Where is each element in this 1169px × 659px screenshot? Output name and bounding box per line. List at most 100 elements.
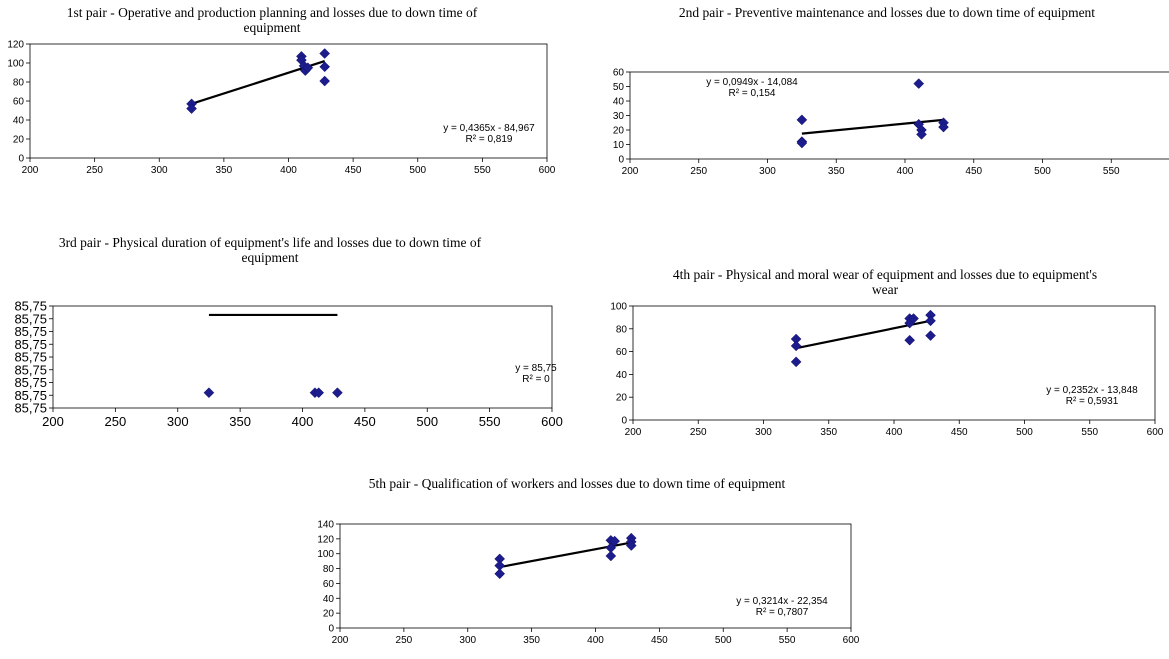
chart-3-plot-area	[52, 305, 553, 409]
chart-3-svg: 3rd pair - Physical duration of equipmen…	[14, 235, 563, 429]
chart-2-data-point	[913, 78, 925, 89]
chart-5-x-tick-label: 400	[587, 635, 604, 646]
chart-2-data-point	[938, 121, 949, 133]
chart-1-x-tick-label: 450	[345, 165, 362, 176]
chart-1-x-tick-label: 500	[409, 165, 426, 176]
chart-5-r-squared: R² = 0,7807	[756, 607, 809, 618]
chart-1-data-point	[319, 61, 331, 73]
chart-2-data-point	[796, 137, 808, 149]
chart-3-r-squared: R² = 0	[522, 374, 550, 385]
chart-5-y-tick-label: 40	[323, 594, 335, 605]
chart-3-data-point	[203, 387, 215, 399]
chart-5-y-tick-label: 0	[328, 624, 334, 635]
chart-5-x-tick-label: 300	[459, 635, 476, 646]
chart-2-title-line: 2nd pair - Preventive maintenance and lo…	[679, 5, 1095, 20]
chart-5-y-tick-label: 140	[317, 520, 334, 531]
chart-5-y-tick-label: 100	[317, 549, 334, 560]
chart-1-x-tick-label: 550	[474, 165, 491, 176]
chart-2-x-tick-label: 400	[897, 166, 914, 177]
chart-2-svg: 2nd pair - Preventive maintenance and lo…	[613, 5, 1169, 177]
chart-2-y-tick-label: 30	[613, 111, 625, 122]
chart-3-x-tick-label: 550	[479, 414, 501, 429]
chart-5-x-tick-label: 550	[779, 635, 796, 646]
chart-1-x-tick-label: 600	[539, 165, 556, 176]
chart-2-y-tick-label: 20	[613, 126, 625, 137]
chart-5-data-point	[625, 540, 637, 551]
chart-3-y-tick-label: 85,75	[14, 311, 47, 326]
chart-4-data-point	[925, 315, 936, 327]
chart-1-title-line: equipment	[244, 20, 301, 35]
chart-5-title-line: 5th pair - Qualification of workers and …	[369, 476, 786, 491]
chart-4-y-tick-label: 20	[616, 393, 628, 404]
chart-2-x-tick-label: 450	[965, 166, 982, 177]
chart-4-y-tick-label: 100	[610, 302, 627, 313]
chart-4-y-tick-label: 40	[616, 370, 628, 381]
chart-3-x-tick-label: 500	[416, 414, 438, 429]
chart-4-plot-area	[632, 305, 1156, 421]
chart-4-x-tick-label: 350	[820, 427, 837, 438]
chart-2-y-tick-label: 50	[613, 82, 625, 93]
chart-2-x-tick-label: 250	[690, 166, 707, 177]
chart-2-plot-area	[629, 71, 1169, 160]
chart-2-y-tick-label: 0	[618, 155, 624, 166]
chart-2-x-tick-label: 300	[759, 166, 776, 177]
chart-5-x-tick-label: 500	[715, 635, 732, 646]
chart-2-r-squared: R² = 0,154	[729, 88, 776, 99]
chart-5-data-point	[605, 550, 617, 562]
chart-1-data-point	[319, 48, 331, 59]
chart-3-x-tick-label: 450	[354, 414, 376, 429]
chart-2-data-point	[916, 128, 927, 140]
chart-2-y-tick-label: 60	[613, 68, 625, 79]
chart-4-trend-equation: y = 0,2352x - 13,848	[1046, 385, 1138, 396]
chart-4-data-point	[904, 334, 916, 346]
chart-3-y-tick-label: 85,75	[14, 337, 47, 352]
chart-1-y-tick-label: 100	[7, 59, 24, 70]
chart-4-x-tick-label: 500	[1016, 427, 1033, 438]
chart-5-y-tick-label: 120	[317, 534, 334, 545]
chart-5-x-tick-label: 600	[843, 635, 860, 646]
chart-1-r-squared: R² = 0,819	[466, 134, 513, 145]
chart-1-x-tick-label: 300	[151, 165, 168, 176]
chart-4-x-tick-label: 550	[1081, 427, 1098, 438]
chart-3-y-tick-label: 85,75	[14, 388, 47, 403]
chart-2-y-tick-label: 40	[613, 97, 625, 108]
chart-3-y-tick-label: 85,75	[14, 375, 47, 390]
chart-1-x-tick-label: 400	[280, 165, 297, 176]
chart-5-x-tick-label: 200	[332, 635, 349, 646]
chart-1-data-point	[186, 103, 197, 114]
chart-5-y-tick-label: 60	[323, 579, 335, 590]
chart-3-x-tick-label: 600	[541, 414, 563, 429]
chart-1-x-tick-label: 200	[22, 165, 39, 176]
chart-2-x-tick-label: 350	[828, 166, 845, 177]
chart-3-x-tick-label: 200	[42, 414, 64, 429]
chart-3-x-tick-label: 400	[292, 414, 314, 429]
chart-5-x-tick-label: 450	[651, 635, 668, 646]
chart-4-x-tick-label: 300	[755, 427, 772, 438]
chart-3-trend-equation: y = 85,75	[515, 363, 557, 374]
chart-5-plot-area	[339, 523, 852, 629]
chart-1-y-tick-label: 120	[7, 40, 24, 51]
chart-3-data-point	[332, 387, 343, 399]
chart-4-y-tick-label: 80	[616, 324, 628, 335]
chart-5-svg: 5th pair - Qualification of workers and …	[317, 476, 860, 646]
chart-4: 4th pair - Physical and moral wear of eq…	[595, 262, 1169, 447]
chart-3-data-point	[313, 387, 325, 399]
chart-5: 5th pair - Qualification of workers and …	[305, 474, 895, 659]
chart-2-x-tick-label: 200	[622, 166, 639, 177]
chart-3-x-tick-label: 300	[167, 414, 189, 429]
chart-1-y-tick-label: 60	[13, 97, 25, 108]
chart-2-x-tick-label: 500	[1034, 166, 1051, 177]
chart-1-y-tick-label: 80	[13, 78, 25, 89]
chart-4-x-tick-label: 450	[951, 427, 968, 438]
chart-5-x-tick-label: 350	[523, 635, 540, 646]
chart-4-title-line: 4th pair - Physical and moral wear of eq…	[673, 267, 1097, 282]
chart-3-x-tick-label: 250	[105, 414, 127, 429]
chart-4-x-tick-label: 250	[690, 427, 707, 438]
chart-5-trend-equation: y = 0,3214x - 22,354	[736, 596, 828, 607]
chart-1-y-tick-label: 0	[18, 154, 24, 165]
chart-4-y-tick-label: 0	[621, 416, 627, 427]
chart-4-x-tick-label: 400	[886, 427, 903, 438]
chart-4-data-point	[908, 313, 919, 324]
chart-5-data-point	[609, 535, 621, 547]
chart-3-y-tick-label: 85,75	[14, 350, 47, 365]
